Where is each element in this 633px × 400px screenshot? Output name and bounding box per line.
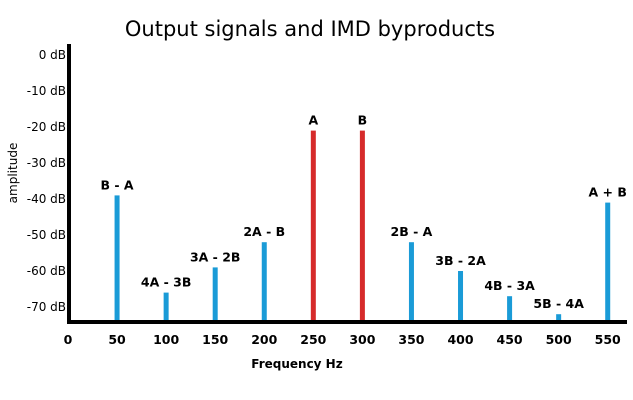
x-tick-label: 150 — [202, 332, 228, 347]
bar — [458, 271, 464, 322]
bar — [408, 242, 414, 322]
bar-label: 4B - 3A — [484, 278, 535, 293]
x-tick-label: 450 — [497, 332, 523, 347]
x-tick-label: 300 — [349, 332, 375, 347]
y-tick-label: -60 dB — [27, 264, 66, 278]
bar — [310, 130, 316, 322]
bar — [359, 130, 365, 322]
y-tick-label: 0 dB — [39, 48, 66, 62]
x-tick-label: 200 — [251, 332, 277, 347]
bar-label: 5B - 4A — [533, 296, 584, 311]
bar — [556, 314, 562, 322]
y-tick-labels: 0 dB -10 dB -20 dB -30 dB -40 dB -50 dB -60 dB… — [27, 48, 66, 314]
x-tick-label: 400 — [447, 332, 473, 347]
y-tick-label: -40 dB — [27, 192, 66, 206]
x-tick-label: 550 — [595, 332, 621, 347]
bar — [212, 267, 218, 322]
y-tick-label: -20 dB — [27, 120, 66, 134]
bar-label: 3A - 2B — [190, 249, 241, 264]
x-tick-labels: 0 50 100 150 200 250 300 350 400 450 500 550 — [64, 332, 621, 347]
y-tick-label: -10 dB — [27, 84, 66, 98]
bar-label: A + B — [589, 185, 627, 200]
bar — [163, 292, 169, 322]
bar-label: 2A - B — [243, 224, 285, 239]
y-tick-label: -30 dB — [27, 156, 66, 170]
bar-label: 4A - 3B — [141, 275, 192, 290]
x-tick-label: 500 — [546, 332, 572, 347]
chart-title: Output signals and IMD byproducts — [125, 17, 495, 41]
y-axis-label: amplitude — [6, 143, 20, 204]
bar-label: 3B - 2A — [435, 253, 486, 268]
x-tick-label: 250 — [300, 332, 326, 347]
y-tick-label: -50 dB — [27, 228, 66, 242]
bar-label: A — [308, 113, 318, 128]
x-tick-label: 50 — [108, 332, 126, 347]
bar — [261, 242, 267, 322]
bar-label: B - A — [101, 177, 134, 192]
x-tick-label: 350 — [398, 332, 424, 347]
x-tick-label: 100 — [153, 332, 179, 347]
bars — [114, 130, 611, 322]
bar-label: 2B - A — [391, 224, 433, 239]
y-tick-label: -70 dB — [27, 300, 66, 314]
x-axis-label: Frequency Hz — [251, 357, 342, 371]
bar-label: B — [358, 113, 368, 128]
bar — [114, 195, 120, 322]
bar — [507, 296, 513, 322]
x-tick-label: 0 — [64, 332, 73, 347]
bar — [605, 202, 611, 322]
